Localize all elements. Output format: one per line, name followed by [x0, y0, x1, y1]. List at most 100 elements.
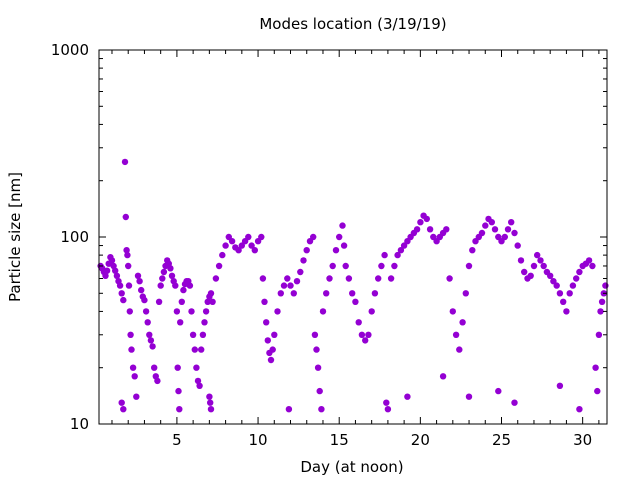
- data-point: [537, 257, 544, 264]
- data-point: [495, 387, 502, 395]
- data-point: [125, 282, 133, 289]
- data-point: [352, 298, 359, 305]
- data-point: [129, 364, 137, 371]
- data-point: [198, 346, 205, 353]
- data-point: [349, 290, 356, 297]
- data-point: [219, 251, 226, 259]
- data-point: [149, 343, 156, 350]
- data-point: [147, 337, 155, 344]
- data-point: [102, 272, 109, 279]
- data-point: [595, 331, 603, 338]
- data-point: [540, 262, 547, 270]
- data-point: [310, 233, 317, 241]
- data-point: [128, 346, 135, 353]
- data-point: [576, 268, 583, 276]
- data-point: [297, 268, 304, 276]
- data-point: [284, 275, 291, 282]
- data-point: [340, 242, 348, 249]
- data-point: [144, 319, 151, 326]
- data-point: [452, 331, 460, 338]
- data-point: [446, 275, 453, 282]
- data-point: [592, 364, 599, 371]
- data-point: [290, 290, 297, 297]
- data-point: [469, 247, 476, 254]
- data-point: [167, 265, 174, 272]
- data-point: [124, 251, 131, 259]
- data-point: [491, 226, 499, 233]
- data-point: [222, 242, 229, 249]
- data-point: [264, 337, 271, 344]
- data-point: [160, 268, 168, 276]
- data-point: [371, 290, 379, 297]
- data-point: [563, 308, 570, 315]
- data-point: [280, 282, 288, 289]
- data-point: [180, 286, 187, 294]
- data-point: [120, 406, 127, 413]
- data-point: [326, 275, 333, 282]
- data-point: [122, 213, 129, 221]
- data-point: [383, 399, 390, 406]
- data-point: [589, 262, 596, 270]
- data-point: [426, 226, 434, 233]
- x-tick-label: 10: [249, 431, 268, 449]
- data-point: [207, 399, 214, 406]
- data-point: [201, 319, 208, 326]
- data-point: [413, 226, 421, 233]
- data-point: [355, 319, 362, 326]
- data-point: [314, 364, 322, 371]
- data-point: [157, 282, 164, 289]
- data-point: [126, 308, 133, 315]
- data-point: [113, 272, 121, 279]
- data-point: [215, 262, 223, 270]
- data-point: [339, 222, 346, 229]
- data-point: [378, 262, 385, 270]
- data-points: [97, 158, 609, 413]
- data-point: [175, 387, 182, 395]
- y-tick-label: 1000: [51, 41, 89, 59]
- data-point: [274, 308, 281, 315]
- data-point: [136, 278, 143, 285]
- data-point: [556, 382, 564, 389]
- data-point: [504, 226, 512, 233]
- data-point: [259, 275, 267, 282]
- data-point: [488, 219, 495, 226]
- data-point: [267, 356, 275, 364]
- data-point: [263, 319, 270, 326]
- data-point: [417, 219, 424, 226]
- data-point: [131, 373, 138, 380]
- data-point: [573, 275, 580, 282]
- data-point: [207, 290, 215, 297]
- data-point: [358, 331, 366, 338]
- plot-frame: [98, 49, 608, 425]
- y-tick-label: 10: [70, 415, 89, 433]
- data-point: [336, 233, 343, 241]
- data-point: [151, 364, 158, 371]
- data-point: [269, 346, 276, 353]
- data-point: [391, 262, 398, 270]
- x-tick-label: 15: [330, 431, 349, 449]
- data-point: [176, 406, 183, 413]
- data-point: [118, 399, 125, 406]
- data-point: [594, 387, 601, 395]
- data-point: [118, 290, 125, 297]
- data-point: [142, 308, 150, 315]
- data-point: [527, 272, 534, 279]
- data-point: [116, 282, 124, 289]
- data-point: [285, 406, 293, 413]
- data-point: [159, 275, 166, 282]
- data-point: [261, 298, 268, 305]
- data-point: [202, 308, 210, 315]
- data-point: [508, 219, 515, 226]
- data-point: [174, 364, 181, 371]
- data-point: [193, 364, 200, 371]
- data-point: [597, 308, 604, 315]
- data-point: [188, 308, 195, 315]
- y-axis-label: Particle size [nm]: [6, 172, 24, 302]
- data-point: [154, 377, 161, 385]
- data-point: [329, 262, 336, 270]
- data-point: [345, 275, 353, 282]
- data-point: [598, 298, 606, 305]
- data-point: [178, 298, 185, 305]
- data-point: [375, 275, 382, 282]
